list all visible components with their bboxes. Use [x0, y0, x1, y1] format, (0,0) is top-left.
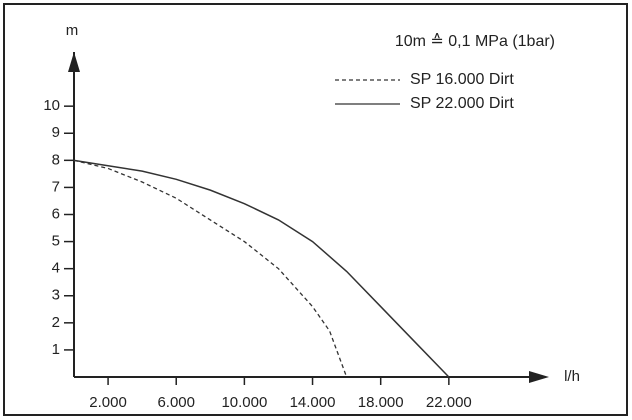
x-tick-label: 10.000: [221, 394, 267, 411]
y-tick-label: 7: [52, 178, 60, 195]
x-tick-label: 14.000: [290, 394, 336, 411]
y-tick-label: 8: [52, 151, 60, 168]
x-tick-label: 6.000: [157, 394, 195, 411]
y-axis-label: m: [66, 22, 79, 39]
y-tick-label: 2: [52, 314, 60, 331]
y-tick-label: 9: [52, 124, 60, 141]
x-axis-label: l/h: [564, 368, 580, 385]
legend-label: SP 16.000 Dirt: [410, 71, 514, 88]
y-tick-label: 4: [52, 260, 60, 277]
x-tick-label: 18.000: [358, 394, 404, 411]
annotation: 10m ≙ 0,1 MPa (1bar): [395, 33, 555, 50]
y-tick-label: 6: [52, 205, 60, 222]
y-axis-arrow: [68, 52, 80, 72]
series-line: [73, 159, 450, 378]
y-tick-label: 3: [52, 287, 60, 304]
y-tick-label: 10: [43, 97, 60, 114]
x-tick-label: 2.000: [89, 394, 127, 411]
y-tick-label: 5: [52, 233, 60, 250]
series-line: [73, 159, 348, 378]
frame: [3, 3, 628, 416]
y-tick-label: 1: [52, 341, 60, 358]
x-axis-arrow: [529, 371, 549, 383]
x-tick-label: 22.000: [426, 394, 472, 411]
legend-label: SP 22.000 Dirt: [410, 95, 514, 112]
